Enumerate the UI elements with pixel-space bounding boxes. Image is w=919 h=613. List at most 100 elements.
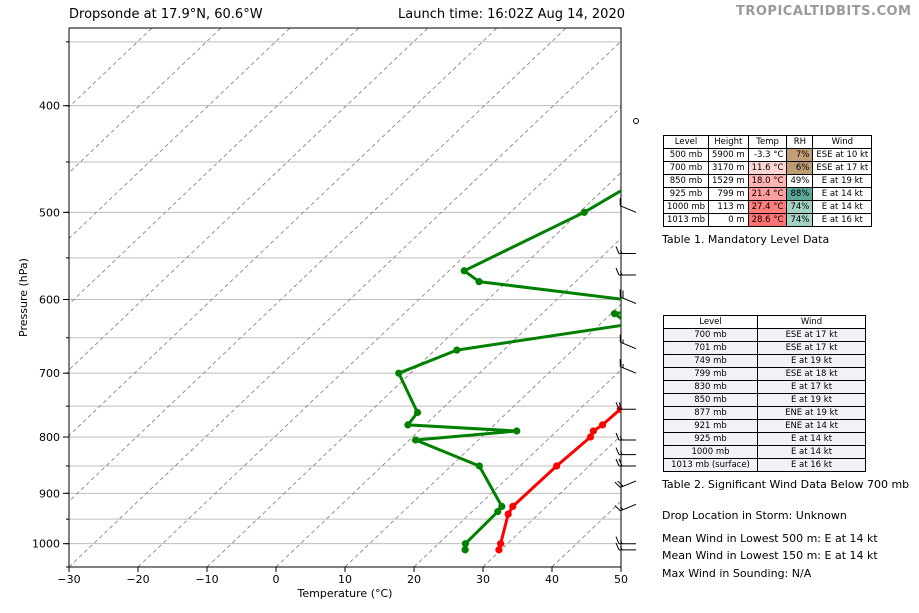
cell-level: 830 mb xyxy=(663,380,758,394)
temperature-point xyxy=(496,540,505,548)
calm-wind-marker xyxy=(633,117,639,124)
y-tick-label: 500 xyxy=(39,206,60,219)
cell-level: 799 mb xyxy=(663,367,758,381)
cell-wind: E at 16 kt xyxy=(812,213,873,227)
x-tick-label: −10 xyxy=(195,573,218,586)
dewpoint-point xyxy=(413,408,422,417)
dewpoint-point xyxy=(610,310,619,318)
dewpoint-point xyxy=(580,208,588,216)
significant-wind-table: Level Wind 700 mb ESE at 17 kt 701 mb ESE a… xyxy=(663,315,866,472)
temperature-point xyxy=(509,502,517,511)
temperature-point xyxy=(495,546,503,554)
temperature-point xyxy=(652,370,659,377)
y-tick-label: 800 xyxy=(39,431,60,444)
cell-height: 0 m xyxy=(708,213,749,227)
table-row: 500 mb 5900 m -3.3 °C 7% ESE at 10 kt xyxy=(662,148,873,162)
temperature-point xyxy=(739,278,746,285)
dewpoint-point xyxy=(411,436,420,444)
table-row: 1000 mb 113 m 27.4 °C 74% E at 14 kt xyxy=(662,200,873,214)
table-row: 850 mb 1529 m 18.0 °C 49% E at 19 kt xyxy=(662,174,873,188)
dewpoint-point xyxy=(475,278,483,286)
table-row: 921 mb ENE at 14 kt xyxy=(663,419,866,433)
cell-rh: 6% xyxy=(786,161,814,175)
temperature-line xyxy=(497,406,621,551)
cell-wind: E at 14 kt xyxy=(757,445,866,459)
cell-temp: 28.6 °C xyxy=(747,213,788,227)
cell-height: 1529 m xyxy=(708,174,749,188)
cell-level: 850 mb xyxy=(662,174,710,188)
wind-barb xyxy=(619,198,637,213)
cell-wind: ESE at 17 kt xyxy=(757,341,866,355)
wind-barb xyxy=(614,480,637,488)
plot-frame xyxy=(68,27,622,568)
wind-barb xyxy=(615,402,636,410)
cell-level: 700 mb xyxy=(663,328,758,342)
col-header-temp: Temp xyxy=(747,135,788,149)
isotherm-line xyxy=(69,28,291,240)
cell-wind: E at 19 kt xyxy=(757,393,866,407)
series-layer xyxy=(395,120,878,554)
y-axis-label: Pressure (hPa) xyxy=(17,258,30,337)
cell-temp: 18.0 °C xyxy=(747,174,788,188)
wind-barb xyxy=(615,536,636,545)
mandatory-level-table: Level Height Temp RH Wind 500 mb 5900 m -3… xyxy=(662,135,873,227)
col-header-height: Height xyxy=(708,135,749,149)
cell-wind: E at 14 kt xyxy=(812,200,873,214)
temperature-point xyxy=(598,421,607,429)
cell-height: 5900 m xyxy=(708,148,749,162)
table-row: 700 mb 3170 m 11.6 °C 6% ESE at 17 kt xyxy=(662,161,873,175)
dewpoint-point xyxy=(647,305,654,312)
temperature-point xyxy=(586,433,595,441)
temperature-point xyxy=(751,267,758,274)
cell-wind: ENE at 19 kt xyxy=(757,406,866,420)
cell-wind: ESE at 18 kt xyxy=(757,367,866,381)
cell-level: 701 mb xyxy=(663,341,758,355)
isotherm-line xyxy=(69,28,222,174)
cell-wind: ESE at 17 kt xyxy=(812,161,873,175)
temperature-point xyxy=(871,120,878,127)
cell-rh: 88% xyxy=(786,187,814,201)
col-header-level: Level xyxy=(662,135,710,149)
cell-level: 749 mb xyxy=(663,354,758,368)
table-row: 925 mb 799 m 21.4 °C 88% E at 14 kt xyxy=(662,187,873,201)
y-tick-label: 700 xyxy=(39,367,60,380)
max-wind: Max Wind in Sounding: N/A xyxy=(662,567,812,580)
cell-wind: E at 19 kt xyxy=(757,354,866,368)
dewpoint-point xyxy=(395,369,403,377)
cell-level: 1000 mb xyxy=(662,200,710,214)
cell-level: 700 mb xyxy=(662,161,710,175)
grid-layer xyxy=(69,28,621,567)
isotherm-line xyxy=(69,28,429,371)
table-header-row: Level Height Temp RH Wind xyxy=(662,135,873,149)
col-header-level: Level xyxy=(663,315,758,329)
dewpoint-point xyxy=(625,321,632,328)
table-row: 1013 mb 0 m 28.6 °C 74% E at 16 kt xyxy=(662,213,873,227)
table-header-row: Level Wind xyxy=(663,315,866,329)
chart-title: Dropsonde at 17.9°N, 60.6°W xyxy=(69,7,263,22)
x-tick-label: 10 xyxy=(338,573,352,586)
cell-level: 850 mb xyxy=(663,393,758,407)
x-tick-label: −30 xyxy=(57,573,80,586)
isotherm-line xyxy=(69,28,360,305)
wind-barb xyxy=(619,289,637,304)
cell-rh: 74% xyxy=(786,200,814,214)
cell-wind: ESE at 17 kt xyxy=(757,328,866,342)
launch-time: Launch time: 16:02Z Aug 14, 2020 xyxy=(398,7,625,22)
table-row: 1013 mb (surface) E at 16 kt xyxy=(663,458,866,472)
table-row: 749 mb E at 19 kt xyxy=(663,354,866,368)
wind-barb xyxy=(614,503,637,512)
wind-barb xyxy=(615,447,636,456)
cell-height: 113 m xyxy=(708,200,749,214)
cell-wind: E at 16 kt xyxy=(757,458,866,472)
mean-wind-150m: Mean Wind in Lowest 150 m: E at 14 kt xyxy=(662,549,878,562)
dewpoint-point xyxy=(404,421,412,429)
cell-level: 925 mb xyxy=(662,187,710,201)
x-tick-label: 40 xyxy=(545,573,559,586)
dewpoint-point xyxy=(498,502,506,511)
cell-wind: E at 17 kt xyxy=(757,380,866,394)
table1-caption: Table 1. Mandatory Level Data xyxy=(662,233,830,246)
isotherm-line xyxy=(69,28,567,502)
table-row: 1000 mb E at 14 kt xyxy=(663,445,866,459)
col-header-wind: Wind xyxy=(812,135,873,149)
temperature-point xyxy=(589,427,597,435)
